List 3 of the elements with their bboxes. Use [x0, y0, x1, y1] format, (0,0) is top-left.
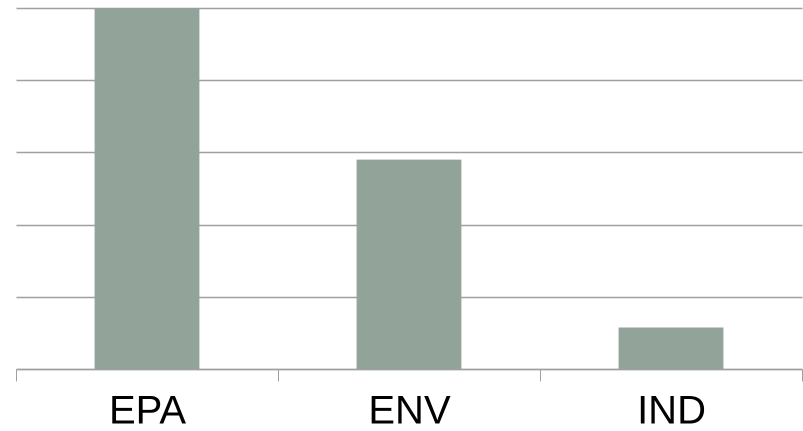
x-tick-label: IND	[637, 388, 706, 431]
x-tick-label: EPA	[108, 388, 186, 431]
x-tick-label: ENV	[368, 388, 451, 431]
